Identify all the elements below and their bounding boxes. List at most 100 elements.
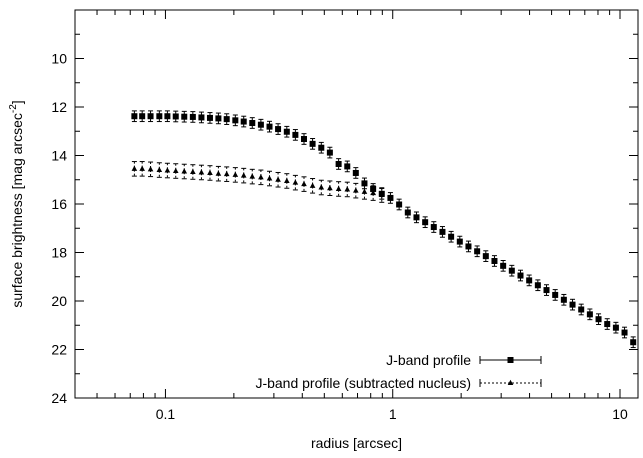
data-point: [198, 114, 205, 121]
axis-ticks: 0.1 1 10 10 12 14 16 18 20 22 24: [51, 10, 638, 422]
legend: J-band profile J-band profile (subtracted…: [255, 352, 542, 391]
data-point: [543, 287, 550, 294]
data-point: [223, 116, 230, 123]
data-point: [309, 182, 316, 188]
data-point: [156, 166, 163, 173]
data-point: [361, 188, 368, 194]
data-point: [422, 219, 429, 226]
data-point: [491, 257, 498, 264]
data-point: [147, 113, 154, 120]
data-point: [413, 214, 420, 221]
data-point: [249, 120, 256, 127]
data-point: [215, 115, 222, 122]
data-point: [266, 175, 273, 181]
data-point: [232, 117, 239, 124]
data-point: [361, 180, 368, 187]
data-series: [131, 110, 637, 349]
plot-border: [74, 9, 639, 399]
data-point: [327, 185, 333, 191]
plot-frame: [74, 9, 639, 399]
data-point: [198, 169, 205, 175]
y-tick-label: 14: [51, 148, 67, 164]
data-point: [344, 186, 351, 192]
data-point: [335, 160, 342, 167]
data-point: [257, 121, 264, 128]
data-point: [232, 171, 239, 177]
legend-marker-0: [507, 357, 514, 363]
data-point: [131, 165, 138, 171]
data-point: [172, 167, 179, 174]
data-point: [595, 316, 602, 323]
data-point: [630, 339, 637, 346]
data-point: [249, 173, 256, 179]
data-point: [474, 248, 481, 255]
data-point: [181, 168, 188, 174]
data-point: [439, 228, 446, 235]
data-point: [604, 321, 611, 328]
data-point: [223, 170, 230, 177]
data-point: [139, 113, 146, 120]
data-point: [309, 140, 316, 147]
data-point: [344, 163, 351, 170]
data-point: [318, 184, 325, 190]
series-0: [131, 110, 637, 349]
y-tick-label: 22: [51, 342, 67, 358]
data-point: [292, 131, 299, 138]
data-point: [569, 301, 576, 308]
data-point: [164, 113, 171, 120]
data-point: [240, 118, 247, 125]
data-point: [258, 174, 264, 180]
y-tick-label: 10: [51, 51, 67, 67]
data-point: [465, 243, 472, 250]
data-point: [586, 311, 593, 318]
data-point: [284, 177, 290, 183]
data-point: [353, 187, 359, 193]
series-1: [131, 161, 385, 203]
data-point: [578, 306, 585, 313]
data-point: [215, 170, 222, 176]
y-axis-label-superscript: -2: [8, 104, 19, 113]
data-point: [552, 291, 559, 298]
data-point: [508, 267, 515, 274]
data-point: [326, 149, 333, 156]
data-point: [430, 224, 437, 231]
data-point: [207, 169, 213, 175]
data-point: [164, 167, 171, 173]
data-point: [139, 165, 145, 171]
data-point: [448, 233, 455, 240]
data-point: [275, 176, 281, 182]
data-point: [517, 272, 524, 279]
data-point: [301, 180, 307, 187]
data-point: [283, 128, 290, 135]
y-tick-label: 16: [51, 196, 67, 212]
data-point: [292, 179, 299, 185]
y-axis-label-end: ]: [9, 100, 25, 104]
data-point: [335, 185, 342, 191]
data-point: [181, 113, 188, 120]
data-point: [378, 191, 385, 198]
data-point: [266, 123, 273, 130]
y-tick-label: 20: [51, 293, 67, 309]
data-point: [526, 277, 533, 284]
data-point: [189, 113, 196, 120]
data-point: [172, 113, 179, 120]
data-point: [621, 329, 628, 336]
data-point: [387, 194, 394, 201]
y-axis-label: surface brightness [mag arcsec-2]: [8, 100, 25, 307]
data-point: [612, 324, 619, 331]
data-point: [240, 172, 247, 178]
legend-label-0: J-band profile: [386, 352, 471, 368]
data-point: [318, 144, 325, 151]
legend-marker-1: [507, 379, 514, 385]
y-tick-label: 12: [51, 99, 67, 115]
y-tick-label: 18: [51, 245, 67, 261]
data-point: [404, 209, 411, 216]
x-tick-label: 0.1: [156, 406, 176, 422]
data-point: [560, 296, 567, 303]
x-tick-label: 10: [612, 406, 628, 422]
y-tick-label: 24: [51, 390, 67, 406]
x-tick-label: 1: [389, 406, 397, 422]
data-point: [352, 169, 359, 176]
data-point: [275, 126, 282, 133]
